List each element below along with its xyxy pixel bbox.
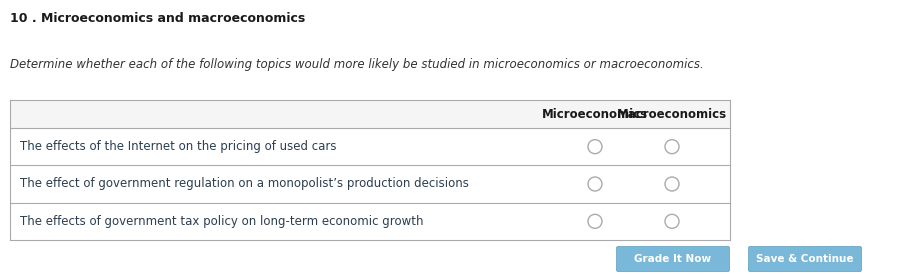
Text: Microeconomics: Microeconomics: [542, 107, 648, 121]
Bar: [10, 100, 730, 128]
Text: Save & Continue: Save & Continue: [756, 254, 854, 264]
FancyBboxPatch shape: [748, 247, 861, 272]
Circle shape: [665, 140, 679, 154]
Text: 10 . Microeconomics and macroeconomics: 10 . Microeconomics and macroeconomics: [10, 12, 306, 25]
FancyBboxPatch shape: [617, 247, 730, 272]
Circle shape: [665, 214, 679, 228]
Circle shape: [588, 177, 602, 191]
Circle shape: [588, 140, 602, 154]
Text: The effect of government regulation on a monopolist’s production decisions: The effect of government regulation on a…: [20, 178, 469, 190]
Text: Macroeconomics: Macroeconomics: [617, 107, 727, 121]
Text: Determine whether each of the following topics would more likely be studied in m: Determine whether each of the following …: [10, 58, 704, 71]
Circle shape: [665, 177, 679, 191]
Text: Grade It Now: Grade It Now: [634, 254, 711, 264]
Text: The effects of the Internet on the pricing of used cars: The effects of the Internet on the prici…: [20, 140, 337, 153]
Circle shape: [588, 214, 602, 228]
Text: The effects of government tax policy on long-term economic growth: The effects of government tax policy on …: [20, 215, 423, 228]
